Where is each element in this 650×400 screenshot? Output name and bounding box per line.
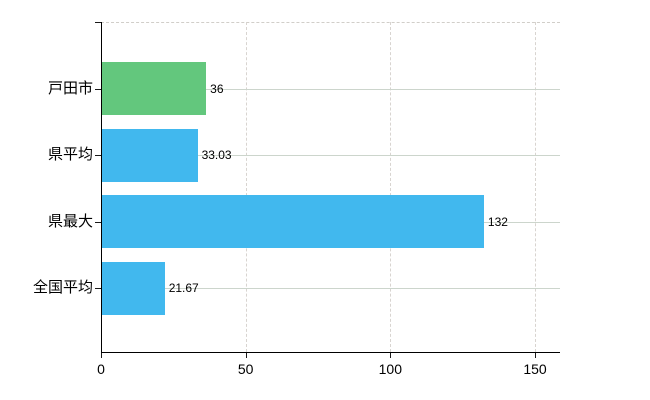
y-axis-tick (95, 221, 101, 223)
x-axis-tick (101, 353, 102, 358)
y-axis (101, 22, 102, 352)
x-axis-tick (535, 353, 536, 358)
x-axis-tick-label: 0 (97, 361, 105, 377)
x-axis-tick-label: 50 (237, 361, 254, 377)
x-axis-tick-label: 100 (378, 361, 402, 377)
plot-top-border (101, 22, 560, 23)
bar-value-label: 36 (210, 81, 224, 96)
x-axis-tick (390, 353, 392, 358)
gridline-horizontal (102, 88, 560, 90)
category-label: 全国平均 (32, 279, 93, 296)
category-label: 戸田市 (47, 79, 93, 97)
bar-value-label: 21.67 (168, 281, 199, 295)
y-axis-top-tick (95, 22, 101, 23)
y-axis-tick (95, 288, 101, 289)
bar-value-label: 132 (487, 214, 508, 229)
bar-value-label: 33.03 (201, 148, 232, 162)
gridline-vertical (390, 22, 392, 352)
bar-4 (102, 261, 165, 315)
x-axis (101, 352, 560, 353)
gridline-horizontal (102, 288, 560, 289)
bar-2 (102, 128, 198, 182)
gridline-vertical (245, 22, 247, 352)
category-label: 県最大 (47, 212, 93, 230)
bar-3 (102, 195, 484, 248)
category-label: 県平均 (47, 146, 93, 163)
x-axis-tick (245, 353, 247, 358)
y-axis-tick (95, 155, 101, 156)
y-axis-tick (95, 88, 101, 90)
bar-1 (102, 62, 207, 115)
gridline-horizontal (102, 155, 560, 156)
x-axis-tick-label: 150 (523, 361, 547, 377)
gridline-vertical (535, 22, 536, 352)
